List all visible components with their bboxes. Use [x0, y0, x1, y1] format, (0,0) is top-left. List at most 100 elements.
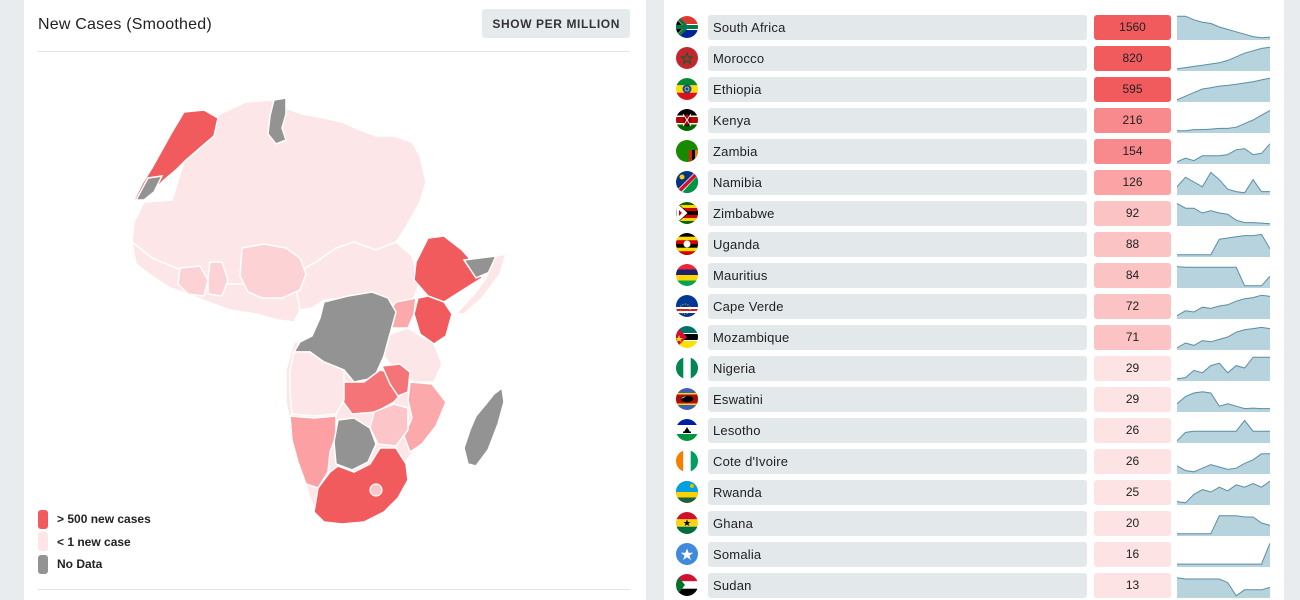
map-region-ghana[interactable]	[207, 261, 229, 297]
africa-map	[24, 52, 646, 590]
new-cases-cell: 820	[1094, 46, 1171, 71]
table-row[interactable]: Rwanda 25	[664, 477, 1284, 508]
map-region-mozambique[interactable]	[403, 381, 447, 454]
country-name-cell: Lesotho	[708, 418, 1087, 443]
mauritius-flag	[676, 264, 698, 286]
divider	[38, 589, 630, 590]
map-region-mozambique-north[interactable]	[380, 363, 411, 397]
country-name: Ethiopia	[713, 82, 762, 97]
map-region-kenya[interactable]	[413, 295, 453, 345]
legend-item: < 1 new case	[38, 531, 151, 554]
sudan-flag	[676, 574, 698, 596]
table-row[interactable]: Somalia 16	[664, 539, 1284, 570]
new-cases-value: 84	[1125, 268, 1140, 282]
trend-sparkline	[1176, 323, 1271, 355]
country-name-cell: Eswatini	[708, 387, 1087, 412]
table-row[interactable]: Sudan 13	[664, 570, 1284, 600]
table-row[interactable]: Uganda 88	[664, 229, 1284, 260]
map-region-cote-divoire[interactable]	[177, 265, 209, 297]
map-region-namibia[interactable]	[289, 415, 337, 489]
country-name-cell: Mauritius	[708, 263, 1087, 288]
new-cases-cell: 16	[1094, 542, 1171, 567]
table-row[interactable]: Zimbabwe 92	[664, 198, 1284, 229]
new-cases-value: 20	[1125, 516, 1140, 530]
show-per-million-button[interactable]: SHOW PER MILLION	[482, 9, 630, 38]
country-name: Morocco	[713, 51, 765, 66]
country-name: Lesotho	[713, 423, 761, 438]
table-row[interactable]: Lesotho 26	[664, 415, 1284, 446]
trend-sparkline	[1177, 230, 1271, 262]
namibia-flag	[676, 171, 698, 193]
map-region-lesotho[interactable]	[369, 483, 383, 497]
trend-sparkline	[1176, 75, 1271, 107]
table-row[interactable]: Mauritius 84	[664, 260, 1284, 291]
trend-sparkline	[1177, 106, 1271, 138]
trend-sparkline	[1176, 447, 1270, 479]
table-row[interactable]: Morocco 820	[664, 43, 1284, 74]
table-row[interactable]: Kenya 216	[664, 105, 1284, 136]
table-row[interactable]: Cape Verde 72	[664, 291, 1284, 322]
table-row[interactable]: Eswatini 29	[664, 384, 1284, 415]
legend-label: < 1 new case	[57, 534, 131, 549]
country-name-cell: Somalia	[708, 542, 1087, 567]
country-name-cell: Zambia	[708, 139, 1087, 164]
country-name: Nigeria	[713, 361, 756, 376]
new-cases-value: 26	[1125, 423, 1140, 437]
new-cases-cell: 29	[1094, 356, 1171, 381]
map-region-no-data-west[interactable]	[134, 175, 164, 201]
country-name: Namibia	[713, 175, 763, 190]
south-africa-flag	[676, 16, 698, 38]
new-cases-cell: 595	[1094, 77, 1171, 102]
country-name: Zambia	[713, 144, 758, 159]
trend-sparkline	[1176, 292, 1271, 324]
legend-swatch-high	[38, 509, 48, 529]
new-cases-cell: 71	[1094, 325, 1171, 350]
ethiopia-flag	[676, 78, 698, 100]
legend-label: > 500 new cases	[57, 512, 151, 527]
new-cases-value: 29	[1125, 361, 1140, 375]
table-row[interactable]: Namibia 126	[664, 167, 1284, 198]
country-name: Sudan	[713, 578, 752, 593]
map-region-zimbabwe[interactable]	[369, 403, 409, 447]
map-region-ethiopia[interactable]	[413, 235, 483, 303]
map-region-nigeria[interactable]	[239, 243, 307, 299]
new-cases-cell: 25	[1094, 480, 1171, 505]
table-row[interactable]: Mozambique 71	[664, 322, 1284, 353]
nigeria-flag	[676, 357, 698, 379]
country-name-cell: Rwanda	[708, 480, 1087, 505]
trend-sparkline	[1176, 168, 1270, 200]
country-name-cell: Kenya	[708, 108, 1087, 133]
table-row[interactable]: Ghana 20	[664, 508, 1284, 539]
map-region-angola[interactable]	[289, 351, 345, 417]
trend-sparkline	[1176, 44, 1271, 76]
country-name-cell: Sudan	[708, 573, 1087, 598]
new-cases-cell: 26	[1094, 418, 1171, 443]
mozambique-flag	[676, 326, 698, 348]
country-name-cell: Morocco	[708, 46, 1087, 71]
map-region-central-africa[interactable]	[271, 241, 421, 311]
trend-sparkline	[1176, 478, 1271, 510]
new-cases-value: 72	[1125, 299, 1140, 313]
map-panel-header: New Cases (Smoothed) SHOW PER MILLION	[38, 0, 630, 52]
country-name: Eswatini	[713, 392, 764, 407]
country-name: Kenya	[713, 113, 751, 128]
country-name: Somalia	[713, 547, 762, 562]
map-region-madagascar[interactable]	[463, 386, 505, 467]
new-cases-value: 26	[1125, 454, 1140, 468]
map-region-tunisia[interactable]	[267, 97, 287, 145]
africa-map-svg	[130, 97, 508, 525]
table-row[interactable]: Ethiopia 595	[664, 74, 1284, 105]
lesotho-flag	[676, 419, 698, 441]
country-name: Zimbabwe	[713, 206, 775, 221]
cote-divoire-flag	[676, 450, 698, 472]
map-region-somalia-coast[interactable]	[454, 253, 508, 315]
table-row[interactable]: Cote d'Ivoire 26	[664, 446, 1284, 477]
map-region-botswana[interactable]	[333, 417, 377, 471]
country-name-cell: South Africa	[708, 15, 1087, 40]
table-row[interactable]: South Africa 1560	[664, 12, 1284, 43]
table-row[interactable]: Nigeria 29	[664, 353, 1284, 384]
new-cases-value: 29	[1125, 392, 1140, 406]
new-cases-value: 595	[1122, 82, 1143, 96]
map-region-south-africa[interactable]	[313, 447, 409, 525]
table-row[interactable]: Zambia 154	[664, 136, 1284, 167]
